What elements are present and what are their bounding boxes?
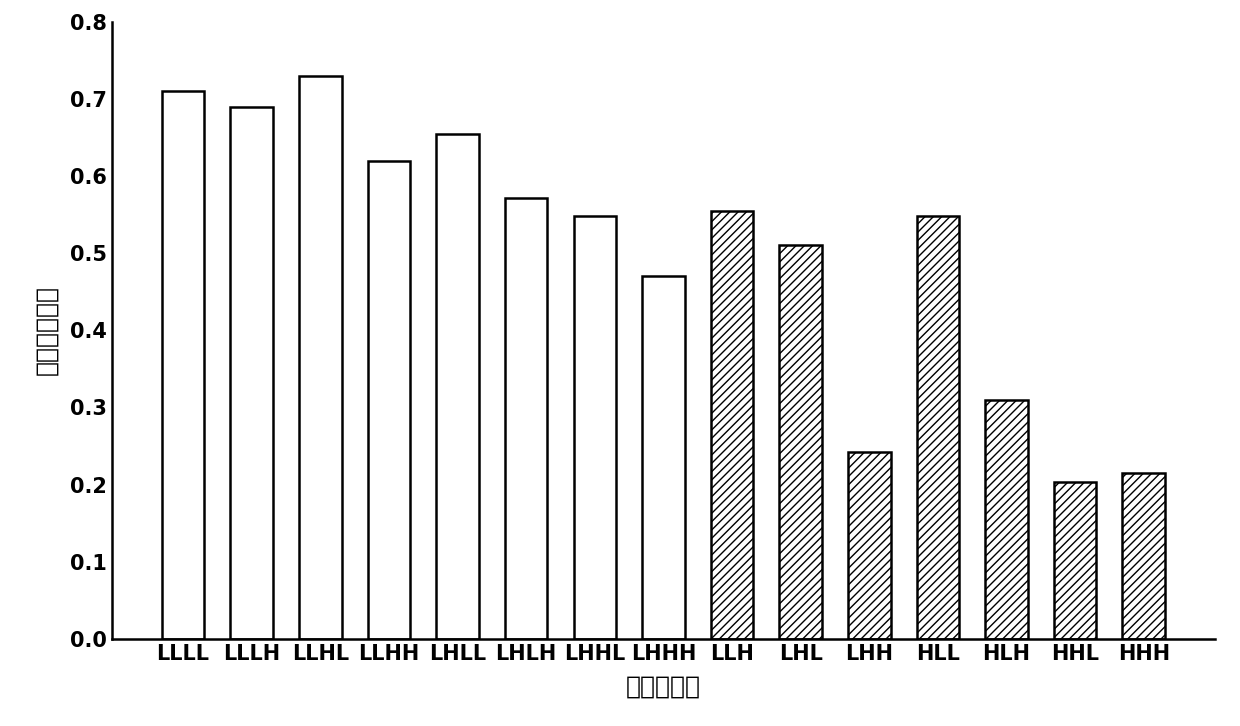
Bar (848, 452, 890, 639)
X-axis label: 各子带序列: 各子带序列 (626, 675, 701, 699)
Bar (986, 400, 1028, 639)
Bar (299, 76, 341, 639)
Bar (1054, 482, 1096, 639)
Bar (1122, 473, 1166, 639)
Bar (574, 216, 616, 639)
Y-axis label: 线性相关系数: 线性相关系数 (35, 285, 58, 375)
Bar (231, 107, 273, 639)
Bar (161, 91, 205, 639)
Bar (711, 211, 753, 639)
Bar (780, 245, 822, 639)
Bar (916, 216, 960, 639)
Bar (642, 277, 684, 639)
Bar (367, 160, 410, 639)
Bar (505, 197, 547, 639)
Bar (436, 134, 479, 639)
